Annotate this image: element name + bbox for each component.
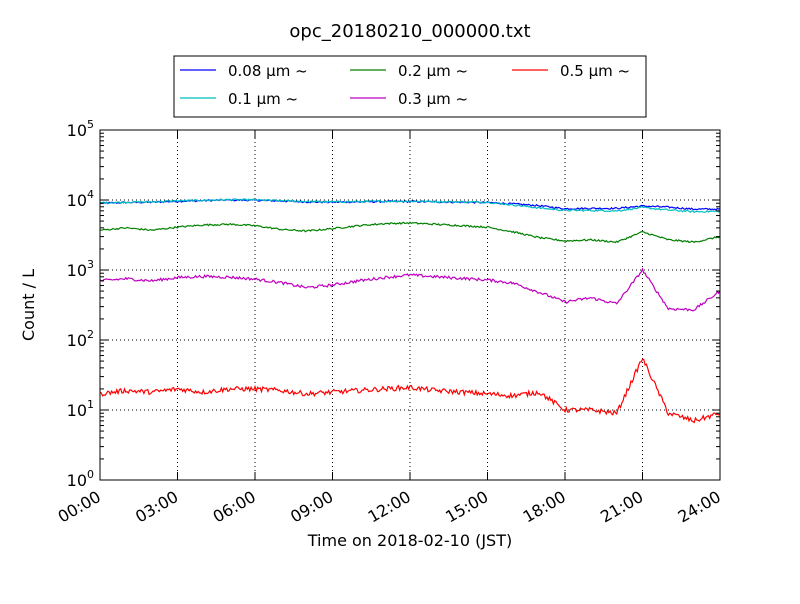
legend-box: [173, 55, 647, 118]
legend-entry: 0.08 μm ~: [228, 62, 308, 80]
legend-entry: 0.3 μm ~: [398, 90, 468, 108]
series-lines: [99, 198, 721, 424]
y-tick-labels: 100 101 102 103 104 105: [67, 118, 94, 490]
legend: 0.08 μm ~ 0.1 μm ~ 0.2 μm ~ 0.3 μm ~ 0.5 μm …: [173, 55, 647, 118]
series-line: [99, 358, 721, 424]
y-axis-label: Count / L: [19, 269, 38, 341]
y-tick-label: 103: [67, 258, 94, 280]
axis-ticks: [99, 129, 721, 481]
chart-title: opc_20180210_000000.txt: [289, 21, 530, 42]
y-tick-label: 105: [67, 118, 94, 140]
series-line: [100, 267, 721, 312]
grid: [100, 130, 720, 480]
y-tick-label: 104: [67, 188, 94, 210]
legend-entry: 0.1 μm ~: [228, 90, 298, 108]
y-tick-label: 102: [67, 328, 94, 350]
legend-entry: 0.2 μm ~: [398, 62, 468, 80]
x-axis-label: Time on 2018-02-10 (JST): [307, 531, 512, 550]
legend-entry: 0.5 μm ~: [560, 62, 630, 80]
series-line: [99, 221, 721, 244]
series-line: [99, 198, 721, 214]
y-tick-label: 101: [67, 398, 94, 420]
y-tick-label: 100: [67, 468, 94, 490]
